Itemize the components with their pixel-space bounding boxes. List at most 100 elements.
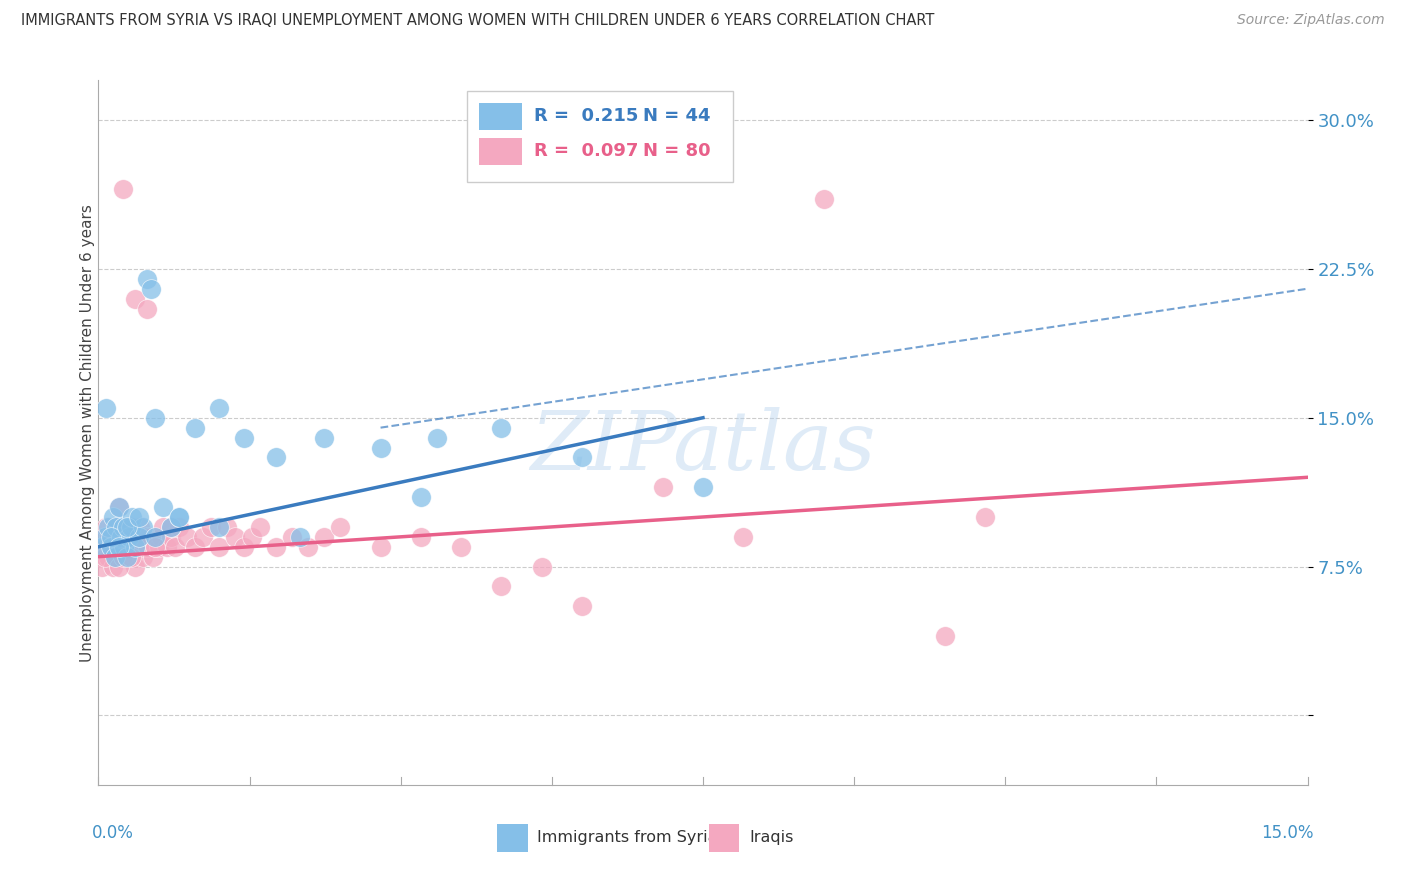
Point (120, 530, 142, 544)
Point (94, 530, 117, 544)
Text: ZIPatlas: ZIPatlas (530, 407, 876, 487)
Point (491, 420, 513, 434)
Point (240, 530, 263, 544)
Point (96, 520, 118, 534)
Point (105, 520, 128, 534)
Point (450, 540, 472, 554)
Point (111, 182, 134, 196)
Point (733, 530, 755, 544)
Point (150, 530, 173, 544)
Point (120, 549, 142, 564)
Point (124, 292, 146, 306)
Point (160, 520, 183, 534)
Point (134, 540, 156, 554)
Bar (479, 138, 522, 165)
Point (128, 510, 150, 524)
Point (96, 401, 118, 415)
Point (101, 530, 124, 544)
Point (125, 540, 148, 554)
Point (530, 559, 553, 574)
Point (107, 559, 129, 574)
Point (107, 540, 129, 554)
Point (281, 530, 304, 544)
Point (167, 510, 190, 524)
Point (143, 540, 166, 554)
Point (114, 540, 136, 554)
Point (370, 540, 392, 554)
Point (100, 540, 122, 554)
Point (100, 540, 122, 554)
Point (91, 540, 114, 554)
Point (112, 540, 135, 554)
Point (692, 480, 714, 494)
Point (426, 431, 449, 445)
Point (97, 530, 120, 544)
Point (135, 272, 157, 286)
Point (94, 540, 117, 554)
Text: Immigrants from Syria: Immigrants from Syria (537, 830, 718, 846)
Point (103, 549, 125, 564)
Point (115, 549, 138, 564)
Point (103, 549, 125, 564)
Point (124, 540, 146, 554)
Point (110, 520, 132, 534)
Point (370, 441, 392, 455)
Point (167, 520, 190, 534)
Text: Iraqis: Iraqis (749, 830, 793, 846)
Point (934, 629, 956, 643)
Point (120, 520, 142, 534)
Point (105, 520, 128, 534)
Point (138, 540, 160, 554)
Text: R =  0.097: R = 0.097 (534, 142, 638, 160)
Point (135, 301, 157, 316)
Point (264, 540, 287, 554)
Point (143, 540, 166, 554)
Point (974, 510, 997, 524)
Text: IMMIGRANTS FROM SYRIA VS IRAQI UNEMPLOYMENT AMONG WOMEN WITH CHILDREN UNDER 6 YE: IMMIGRANTS FROM SYRIA VS IRAQI UNEMPLOYM… (21, 13, 935, 29)
Point (167, 510, 190, 524)
Text: N = 80: N = 80 (643, 142, 710, 160)
Text: 0.0%: 0.0% (93, 823, 134, 842)
Point (571, 450, 593, 465)
Point (208, 540, 231, 554)
Point (143, 410, 166, 425)
Point (103, 520, 125, 534)
Point (101, 559, 124, 574)
Point (112, 530, 135, 544)
Point (148, 540, 170, 554)
Point (115, 530, 138, 544)
Point (491, 579, 513, 593)
Point (121, 510, 143, 524)
Point (232, 431, 254, 445)
Point (571, 599, 593, 614)
Point (108, 540, 131, 554)
Point (163, 540, 186, 554)
Text: 15.0%: 15.0% (1261, 823, 1313, 842)
Point (200, 520, 222, 534)
Point (184, 420, 207, 434)
Point (115, 530, 138, 544)
Point (94, 549, 117, 564)
Point (93, 530, 115, 544)
Y-axis label: Unemployment Among Women with Children Under 6 years: Unemployment Among Women with Children U… (80, 203, 94, 662)
Point (117, 549, 139, 564)
Point (314, 530, 336, 544)
Point (409, 530, 432, 544)
Point (264, 450, 287, 465)
Point (124, 559, 146, 574)
Point (288, 530, 311, 544)
FancyBboxPatch shape (467, 91, 734, 183)
Point (97, 520, 120, 534)
Point (224, 530, 246, 544)
Point (160, 530, 183, 544)
Point (217, 520, 239, 534)
Point (100, 530, 122, 544)
Point (249, 520, 271, 534)
Point (129, 520, 152, 534)
Point (329, 520, 352, 534)
Point (143, 530, 166, 544)
Point (118, 540, 141, 554)
Point (142, 549, 165, 564)
Point (813, 193, 835, 207)
Point (208, 401, 231, 415)
